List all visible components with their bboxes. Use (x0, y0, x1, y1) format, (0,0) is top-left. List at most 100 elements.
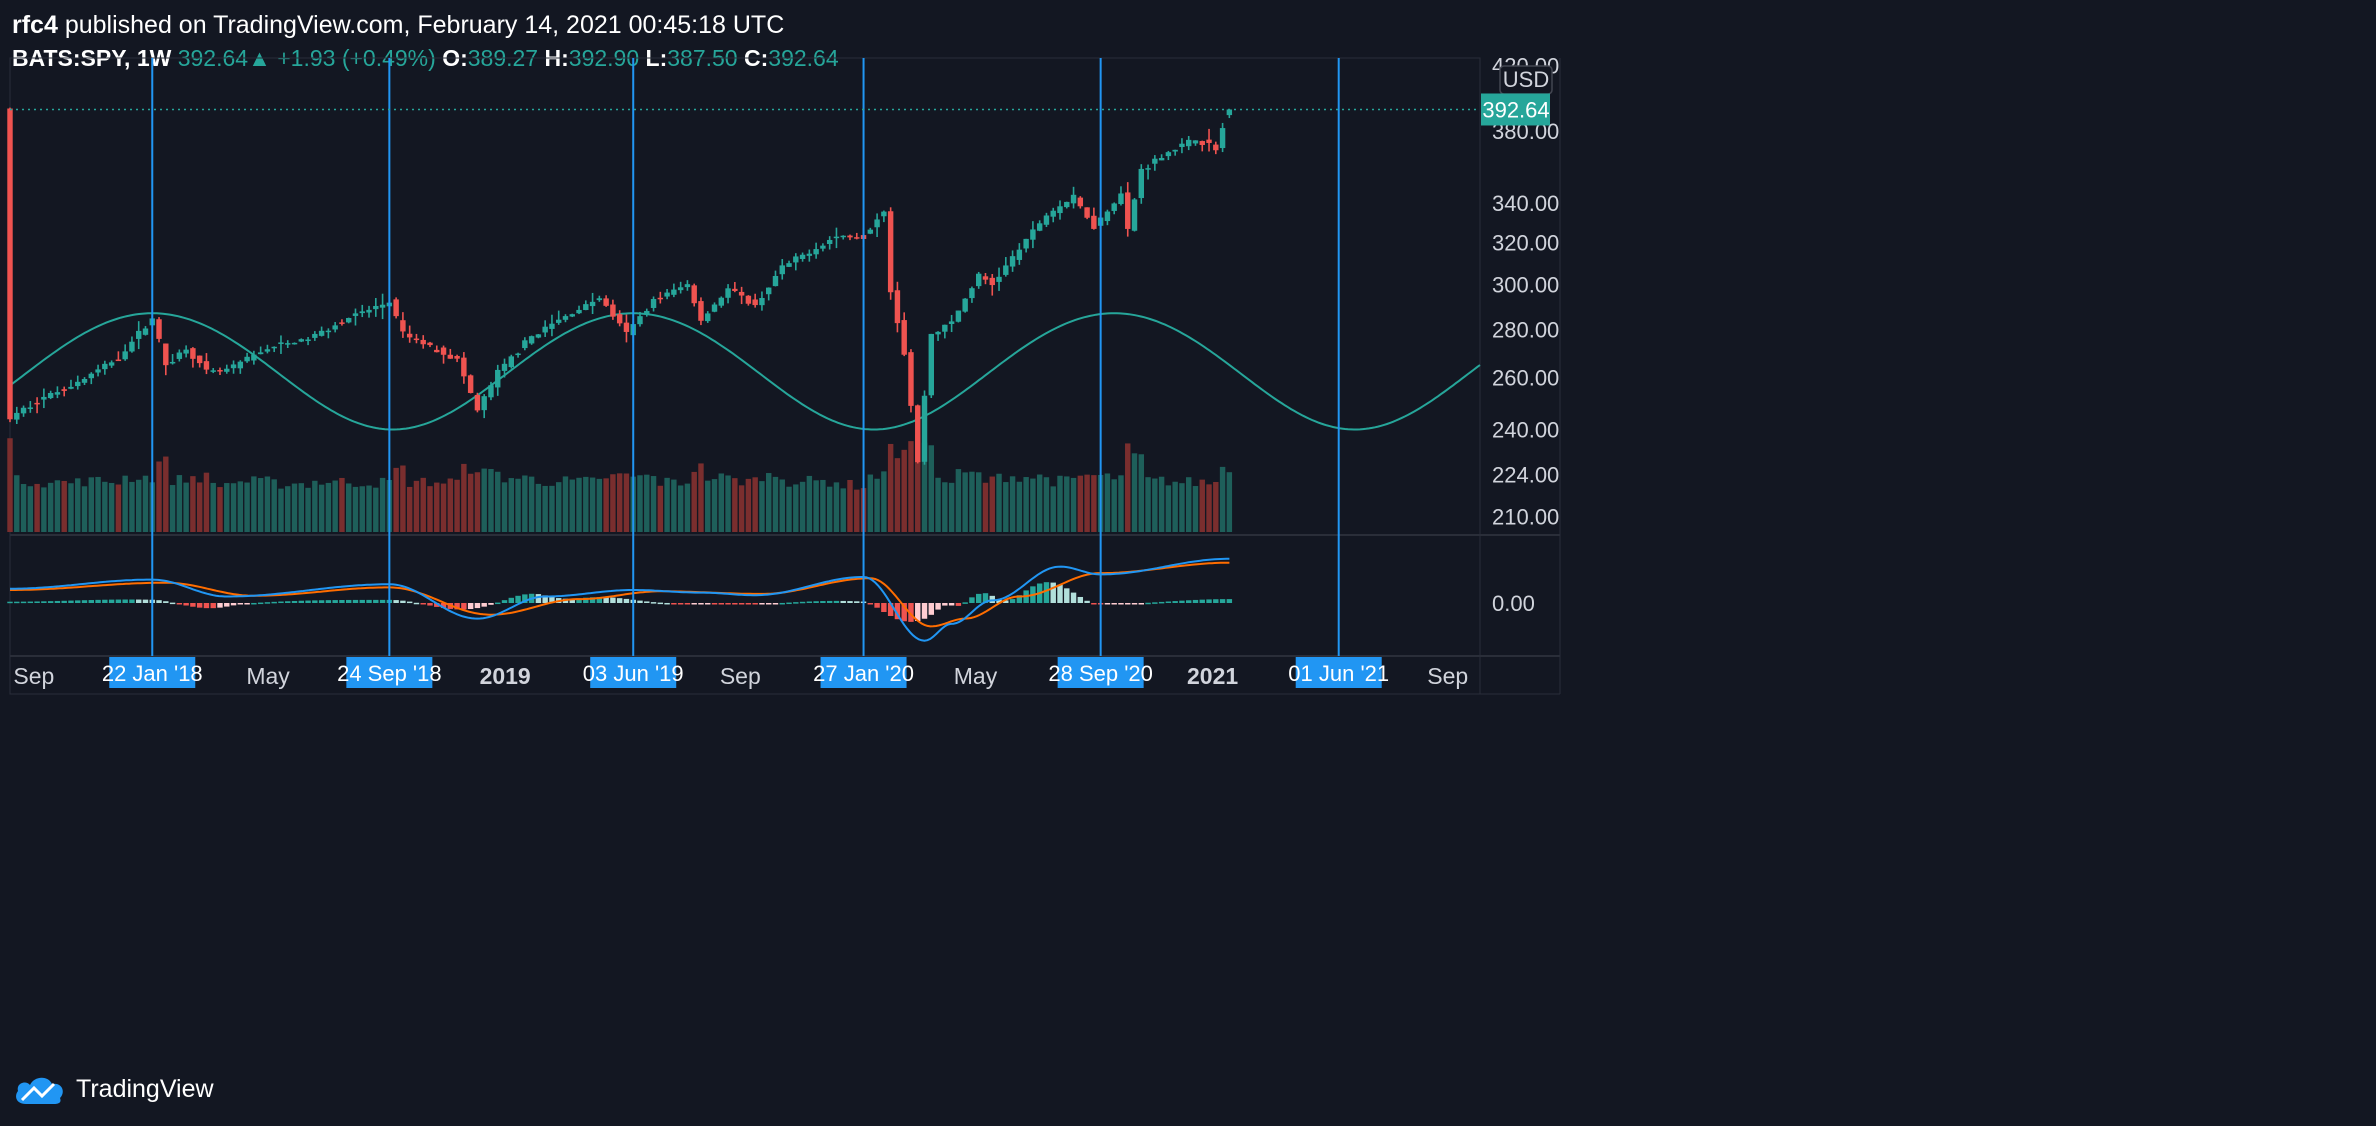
volume-bar (908, 441, 914, 532)
volume-bar (332, 480, 338, 532)
volume-bar (982, 482, 989, 532)
volume-bar (921, 442, 928, 532)
volume-bar (359, 486, 365, 532)
macd-histogram-bar (1199, 599, 1205, 603)
volume-bar (508, 478, 514, 532)
macd-histogram-bar (325, 600, 332, 603)
macd-histogram-bar (806, 601, 813, 603)
candle-body (264, 349, 271, 352)
candle-body (400, 320, 406, 332)
volume-bar (142, 475, 149, 532)
candle-body (989, 277, 995, 286)
candle-body (122, 351, 128, 360)
macd-histogram-bar (305, 600, 311, 603)
candle-body (623, 322, 630, 332)
volume-bar (847, 479, 853, 532)
macd-histogram-bar (115, 599, 122, 603)
candle-body (183, 349, 189, 354)
volume-bar (325, 482, 332, 532)
candle-body (373, 305, 379, 310)
macd-histogram-bar (190, 603, 196, 607)
candle-body (718, 297, 724, 306)
macd-histogram-bar (75, 600, 81, 603)
candle-body (488, 385, 494, 398)
volume-bar (373, 487, 379, 532)
volume-bar (549, 485, 555, 532)
macd-histogram-bar (1192, 599, 1199, 603)
candle-body (1064, 201, 1070, 208)
candle-body (603, 298, 609, 306)
candle-body (610, 304, 616, 317)
volume-bar (393, 467, 399, 532)
macd-histogram-bar (908, 603, 914, 622)
volume-bar (813, 480, 819, 532)
author-name[interactable]: rfc4 (12, 11, 58, 39)
volume-bar (556, 482, 562, 532)
candle-body (312, 333, 318, 338)
price-axis-tick-label: 300.00 (1492, 272, 1559, 297)
macd-histogram-bar (156, 600, 162, 603)
volume-bar (420, 477, 426, 532)
macd-signal-line (10, 561, 1230, 628)
macd-histogram-bar (61, 600, 67, 603)
macd-histogram-bar (515, 595, 521, 603)
volume-bar (1145, 477, 1151, 532)
macd-histogram-bar (650, 602, 657, 604)
macd-histogram-bar (237, 603, 244, 605)
macd-histogram-bar (346, 599, 352, 603)
macd-histogram-bar (7, 601, 13, 604)
macd-histogram-bar (203, 603, 210, 609)
macd-histogram-bar (996, 599, 1002, 603)
macd-histogram-bar (1179, 600, 1185, 603)
volume-bar (1023, 477, 1029, 532)
volume-bar (291, 483, 298, 532)
current-price-label: 392.64 (1482, 97, 1549, 122)
macd-histogram-bar (440, 603, 447, 609)
volume-bar (285, 486, 291, 532)
macd-histogram-bar (454, 603, 460, 610)
macd-histogram-bar (108, 599, 115, 603)
macd-histogram-bar (894, 603, 901, 620)
candle-body (969, 288, 975, 299)
volume-bar (1043, 477, 1050, 532)
macd-histogram-bar (34, 601, 40, 603)
volume-bar (989, 476, 995, 532)
candle-body (1219, 128, 1226, 149)
candle-body (68, 386, 74, 389)
candle-body (427, 342, 433, 346)
volume-bar (915, 434, 921, 532)
volume-bar (1003, 482, 1009, 532)
macd-histogram-bar (637, 600, 643, 603)
candle-body (305, 339, 311, 342)
volume-bar (976, 472, 982, 532)
macd-histogram-bar (1131, 603, 1138, 605)
macd-histogram-bar (427, 603, 433, 606)
volume-bar (352, 486, 359, 532)
candle-body (1179, 143, 1185, 148)
candle-body (556, 319, 562, 323)
candle-body (955, 310, 962, 322)
macd-histogram-bar (847, 601, 853, 603)
candle-body (176, 352, 183, 359)
macd-histogram-bar (81, 600, 88, 603)
volume-bar (691, 471, 697, 532)
candle-body (393, 299, 399, 317)
candle-body (14, 412, 20, 420)
macd-histogram-bar (1016, 595, 1023, 603)
macd-histogram-bar (698, 603, 704, 605)
time-marker-label: 03 Jun '19 (583, 661, 684, 686)
macd-histogram-bar (610, 597, 616, 603)
macd-histogram-bar (379, 599, 386, 603)
candle-body (921, 395, 928, 462)
candle-body (1104, 211, 1111, 222)
volume-bar (623, 473, 630, 532)
candle-body (1125, 192, 1131, 229)
tradingview-brand[interactable]: TradingView (12, 1072, 214, 1106)
macd-histogram-bar (786, 602, 792, 605)
candle-body (515, 353, 521, 356)
volume-bar (1118, 475, 1124, 532)
time-axis-tick-label: Sep (13, 663, 54, 689)
candle-body (454, 356, 460, 359)
time-marker-badge (1057, 657, 1144, 688)
